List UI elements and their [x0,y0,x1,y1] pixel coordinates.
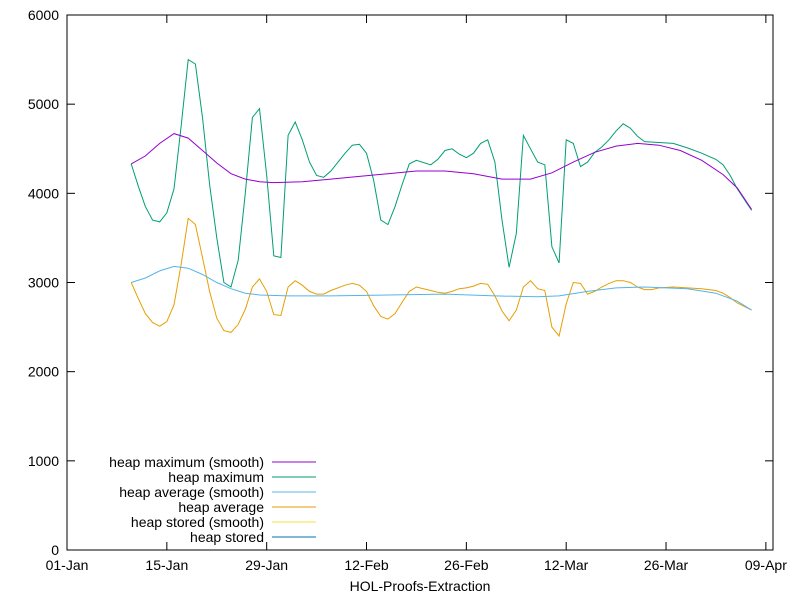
legend-label: heap maximum [168,469,264,485]
legend-label: heap maximum (smooth) [109,454,264,470]
legend-label: heap stored [190,529,264,545]
legend-label: heap average [178,499,264,515]
legend-label: heap stored (smooth) [131,514,264,530]
series-line-heap-average [130,217,752,338]
y-tick-label: 0 [51,542,59,558]
x-tick-label: 26-Feb [444,557,489,573]
x-axis-label: HOL-Proofs-Extraction [350,578,491,594]
x-tick-label: 12-Feb [344,557,389,573]
y-tick-label: 5000 [28,96,59,112]
x-tick-label: 12-Mar [544,557,589,573]
y-axis: 0 1000 2000 3000 4000 5000 6000 [28,7,773,558]
x-axis: 01-Jan 15-Jan 29-Jan 12-Feb 26-Feb 12-Mar 26-M… [46,15,787,573]
y-tick-label: 2000 [28,364,59,380]
x-tick-label: 09-Apr [745,557,787,573]
plot-lines [130,58,753,338]
y-tick-label: 1000 [28,453,59,469]
x-tick-label: 29-Jan [245,557,288,573]
x-tick-label: 15-Jan [145,557,188,573]
y-tick-label: 3000 [28,275,59,291]
legend-label: heap average (smooth) [119,484,264,500]
y-tick-label: 6000 [28,7,59,23]
series-line-heap-maximum [130,58,753,288]
series-line-heap-average-smooth [131,265,752,311]
series-line-heap-maximum-smooth [130,133,753,210]
x-tick-label: 01-Jan [46,557,89,573]
x-tick-label: 26-Mar [644,557,689,573]
y-tick-label: 4000 [28,185,59,201]
